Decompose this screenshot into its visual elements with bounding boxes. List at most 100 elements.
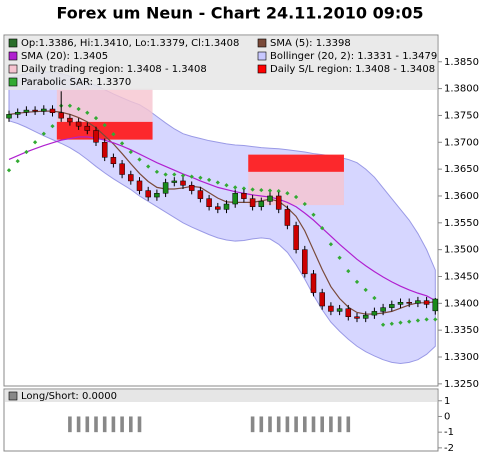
sar-dot	[250, 187, 255, 192]
bar	[337, 416, 342, 433]
sar-dot	[311, 212, 316, 217]
sar-dot	[328, 242, 334, 247]
y-tick-label: 1.3650	[444, 164, 479, 175]
sar-dot	[50, 124, 55, 129]
sar-dot	[102, 122, 107, 128]
sar-dot	[24, 149, 29, 155]
candle-body	[128, 174, 134, 182]
sar-dot	[407, 319, 412, 324]
y-tick-label: -2	[444, 443, 454, 454]
candle-body	[415, 300, 421, 304]
candle-body	[406, 302, 412, 304]
candle-body	[267, 195, 273, 202]
candle-body	[362, 314, 369, 319]
candle-body	[232, 193, 238, 205]
legend-label: SMA (20): 1.3405	[21, 51, 108, 62]
sar-dot	[206, 177, 212, 182]
legend-swatch	[8, 38, 18, 48]
legend-swatch	[8, 51, 18, 61]
y-tick-label: 1.3850	[444, 57, 479, 68]
sar-dot	[119, 141, 125, 146]
bar	[285, 416, 290, 433]
legend-swatch	[257, 38, 267, 48]
candle-body	[154, 193, 160, 198]
candle-body	[206, 198, 212, 207]
bar	[111, 416, 116, 433]
candle-body	[389, 304, 395, 308]
candle-body	[380, 307, 386, 312]
candle-body	[310, 273, 317, 293]
legend-swatch	[257, 64, 267, 74]
candle-body	[284, 209, 291, 226]
sar-dot	[93, 116, 99, 121]
candle-body	[275, 195, 282, 210]
sar-dot	[6, 168, 12, 173]
bollinger-band	[8, 71, 436, 364]
candle-body	[354, 316, 360, 319]
y-tick-label: 1.3250	[444, 379, 479, 390]
sar-dot	[320, 226, 325, 231]
sar-dot	[241, 186, 247, 191]
lower-plot: 1 0 -1 -2 Long/Short: 0.0000	[5, 390, 454, 454]
indicator-line	[8, 136, 436, 302]
candle-body	[293, 225, 299, 250]
bar	[303, 416, 307, 433]
candle-body	[215, 206, 221, 210]
candle-body	[41, 108, 47, 112]
sar-dot	[302, 201, 307, 207]
bar	[276, 416, 281, 433]
candle-body	[319, 292, 325, 307]
candle-body	[180, 180, 186, 186]
candle-body	[84, 125, 91, 131]
candle-body	[162, 182, 169, 194]
y-tick-label: 1	[444, 396, 450, 407]
candle-body	[241, 193, 247, 199]
chart-title: Forex um Neun - Chart 24.11.2010 09:05	[56, 4, 423, 23]
sar-dot	[389, 321, 394, 326]
region	[248, 154, 344, 172]
candle-body	[197, 190, 204, 199]
bar	[137, 416, 142, 433]
candle-body	[249, 198, 256, 207]
candle-body	[345, 308, 352, 318]
sar-dot	[285, 191, 290, 196]
candle-body	[371, 311, 378, 316]
y-tick-label: 1.3450	[444, 271, 479, 282]
sar-dot	[398, 320, 403, 325]
y-tick-label: 1.3750	[444, 110, 479, 121]
legend-label: Op:1.3386, Hi:1.3410, Lo:1.3379, Cl:1.34…	[21, 38, 239, 49]
y-tick-label: -1	[444, 427, 454, 438]
sar-dot	[363, 287, 368, 293]
sar-dot	[267, 188, 273, 193]
sar-dot	[198, 175, 203, 180]
sar-dot	[111, 132, 116, 137]
legend: Op:1.3386, Hi:1.3410, Lo:1.3379, Cl:1.34…	[5, 36, 437, 90]
legend-label: SMA (5): 1.3398	[270, 38, 351, 49]
legend-label: Parabolic SAR: 1.3370	[21, 77, 131, 88]
bar	[76, 416, 81, 433]
bar	[259, 416, 264, 433]
candle-body	[336, 308, 343, 312]
sar-dot	[15, 158, 20, 164]
sar-dot	[76, 106, 81, 112]
sar-dot	[41, 131, 46, 136]
legend-label: Long/Short: 0.0000	[21, 391, 117, 402]
candle-body	[75, 121, 82, 127]
sar-dot	[233, 185, 238, 190]
legend-swatch	[8, 64, 18, 74]
sar-dot	[259, 187, 264, 193]
sar-dot	[215, 180, 220, 185]
bar	[250, 416, 255, 433]
y-tick-label: 1.3300	[444, 352, 479, 363]
sar-dot	[137, 157, 142, 162]
sar-dot	[154, 169, 160, 174]
sar-dot	[224, 183, 229, 188]
y-tick-label: 1.3700	[444, 137, 479, 148]
candle-body	[110, 157, 117, 165]
candle-body	[32, 109, 38, 112]
y-tick-label: 1.3500	[444, 245, 479, 256]
legend-swatch	[257, 51, 267, 61]
y-tick-label: 1.3400	[444, 298, 479, 309]
sar-dot	[67, 103, 73, 108]
